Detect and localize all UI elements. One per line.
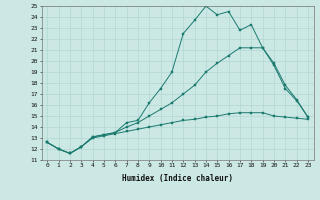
X-axis label: Humidex (Indice chaleur): Humidex (Indice chaleur) bbox=[122, 174, 233, 183]
